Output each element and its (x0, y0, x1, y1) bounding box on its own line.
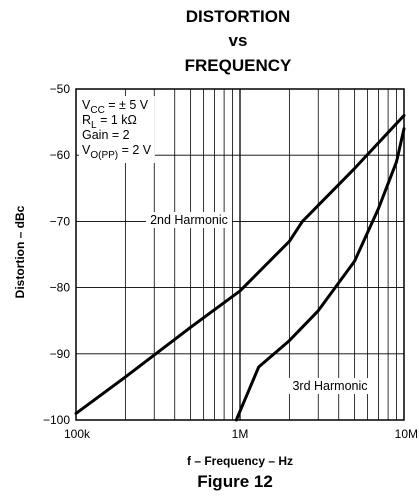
series-label-3rd-harmonic: 3rd Harmonic (292, 379, 367, 393)
chart-title-line-1: DISTORTION (186, 7, 291, 26)
series-label-3rd-harmonic-background (288, 378, 372, 394)
condition-line: Gain = 2 (82, 128, 130, 142)
condition-line: RL = 1 kΩ (82, 113, 137, 131)
condition-line: VO(PP) = 2 V (82, 143, 152, 161)
y-tick-label: −50 (50, 82, 71, 96)
condition-line: VCC = ± 5 V (82, 98, 149, 116)
y-tick-label: −70 (50, 214, 71, 228)
chart-title-line-3: FREQUENCY (185, 56, 292, 75)
x-tick-label: 10M (395, 427, 418, 441)
data-lines (74, 114, 406, 422)
plot-frame (75, 88, 405, 421)
chart-title-line-2: vs (229, 31, 248, 50)
series-label-2nd-harmonic: 2nd Harmonic (150, 213, 228, 227)
conditions-background (79, 96, 155, 163)
series-label-2nd-harmonic-background (146, 212, 232, 228)
x-tick-label: 1M (232, 427, 249, 441)
y-tick-label: −90 (50, 347, 71, 361)
y-axis-label: Distortion – dBc (13, 205, 27, 298)
series-line-2nd-harmonic (74, 114, 406, 415)
x-tick-label: 100k (64, 427, 91, 441)
grid (76, 89, 404, 420)
y-tick-label: −60 (50, 148, 71, 162)
y-tick-label: −100 (43, 413, 70, 427)
y-tick-label: −80 (50, 281, 71, 295)
series-line-3rd-harmonic (234, 127, 406, 422)
x-axis-label: f – Frequency – Hz (187, 454, 293, 468)
figure-caption: Figure 12 (197, 472, 273, 491)
